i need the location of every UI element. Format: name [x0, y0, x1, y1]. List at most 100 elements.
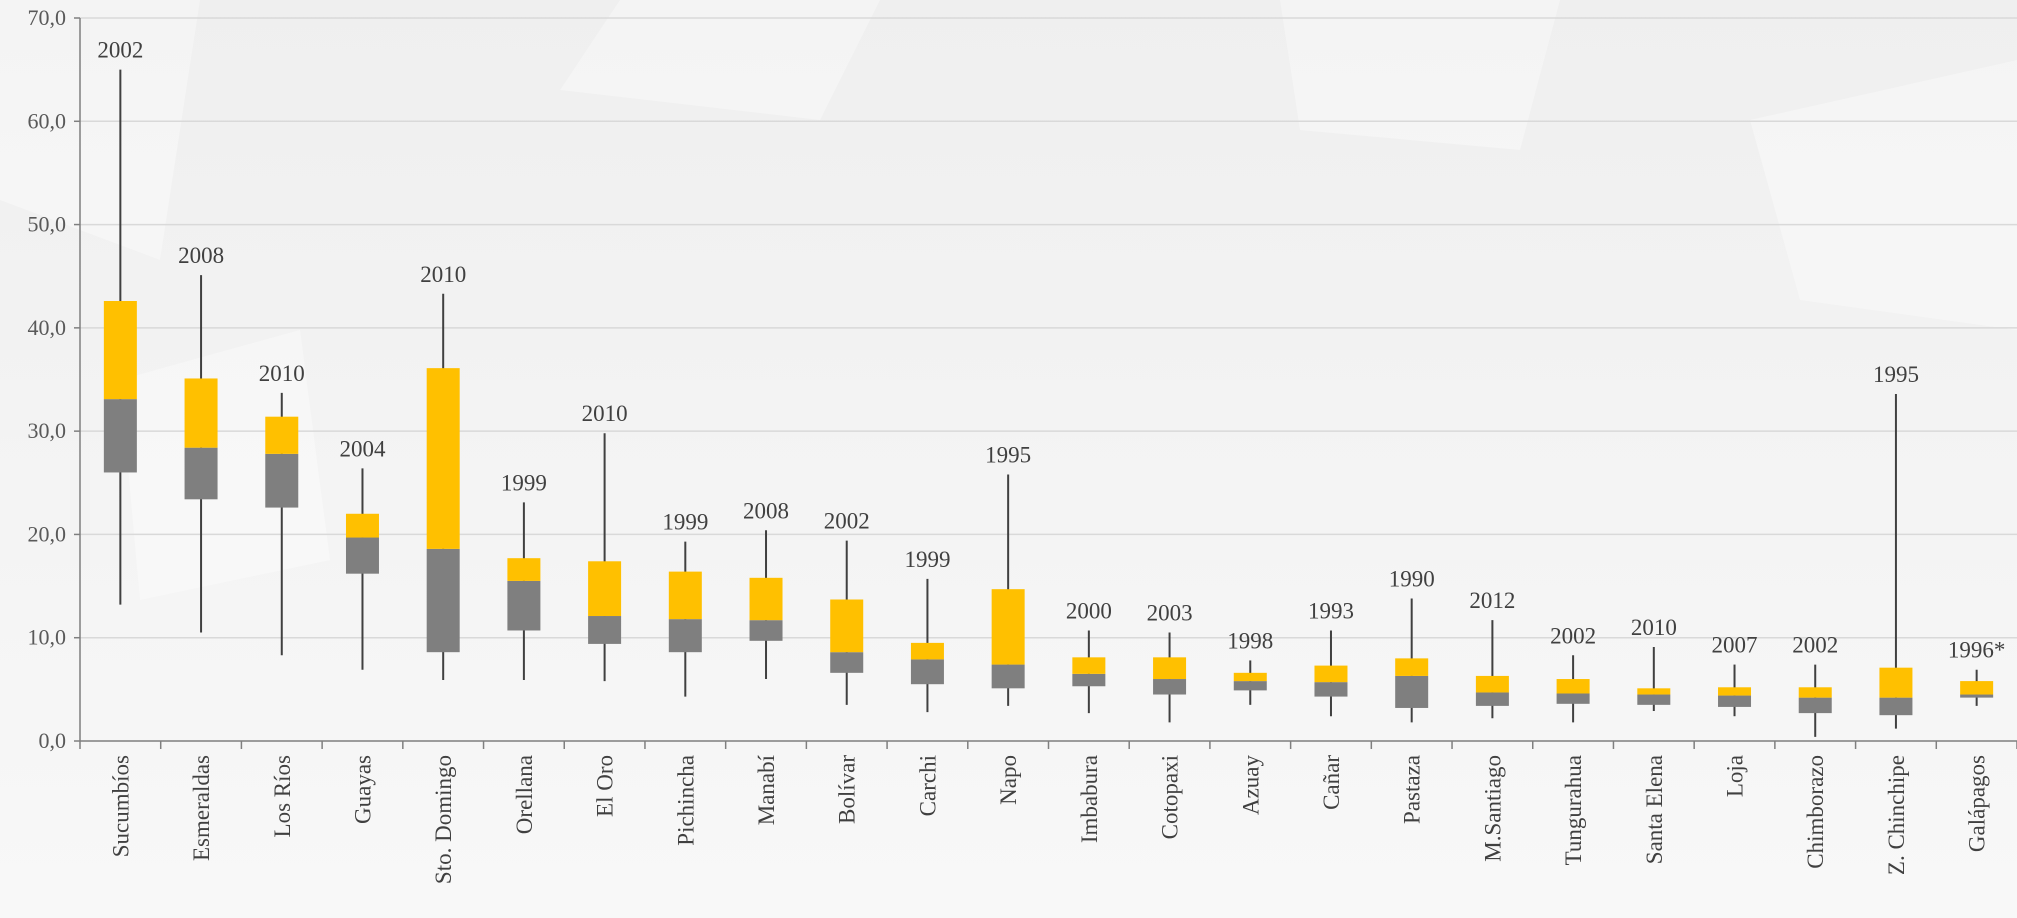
max-year-label: 2008 — [178, 243, 224, 268]
box-lower — [910, 659, 944, 685]
y-tick-label: 10,0 — [28, 625, 67, 650]
max-year-label: 2002 — [1550, 623, 1596, 648]
boxes — [103, 69, 1994, 737]
max-year-label: 1999 — [904, 547, 950, 572]
box-lower — [1879, 697, 1913, 716]
box-upper — [1153, 657, 1187, 680]
category-label: Guayas — [350, 755, 375, 824]
category-label: Sto. Domingo — [431, 755, 456, 884]
category-label: Tungurahua — [1561, 755, 1586, 865]
category-label: Napo — [996, 755, 1021, 805]
box-upper — [1798, 687, 1832, 698]
box-upper — [184, 378, 218, 448]
box-upper — [103, 301, 137, 400]
max-year-label: 2000 — [1066, 598, 1112, 623]
max-year-label: 2010 — [259, 361, 305, 386]
box-upper — [1718, 687, 1752, 696]
box-lower — [749, 620, 783, 641]
box-upper — [1879, 667, 1913, 698]
max-year-label: 2010 — [1631, 615, 1677, 640]
box-upper — [668, 571, 702, 620]
box-lower — [103, 399, 137, 473]
box-lower — [1395, 675, 1429, 708]
max-year-label: 2010 — [420, 262, 466, 287]
y-tick-label: 60,0 — [28, 108, 67, 133]
box-lower — [588, 616, 622, 644]
y-tick-label: 30,0 — [28, 418, 67, 443]
box-upper — [1960, 681, 1994, 695]
box-upper — [507, 558, 541, 581]
box-lower — [668, 619, 702, 653]
category-label: El Oro — [593, 755, 618, 817]
box-lower — [830, 652, 864, 673]
category-label: Pastaza — [1400, 755, 1425, 824]
box-lower — [1233, 681, 1267, 691]
category-label: Z. Chinchipe — [1884, 755, 1909, 875]
category-label: Cotopaxi — [1158, 755, 1183, 839]
max-year-label: 1996* — [1948, 638, 2006, 663]
max-year-label: 1995 — [985, 443, 1031, 468]
box-upper — [1475, 675, 1509, 693]
box-upper — [345, 513, 379, 538]
box-upper — [1637, 688, 1671, 695]
box-lower — [1637, 694, 1671, 705]
category-label: Bolívar — [835, 755, 860, 824]
category-label: Carchi — [915, 755, 940, 816]
box-upper — [991, 589, 1025, 665]
y-tick-label: 70,0 — [28, 5, 67, 30]
max-year-label: 2007 — [1712, 633, 1758, 658]
category-label: Galápagos — [1965, 755, 1990, 852]
box-lower — [1556, 693, 1590, 704]
gridlines — [80, 17, 2017, 639]
max-year-label: 1993 — [1308, 598, 1354, 623]
box-lower — [426, 548, 460, 653]
max-year-label: 2012 — [1469, 588, 1515, 613]
box-upper — [910, 642, 944, 660]
box-lower — [991, 664, 1025, 689]
max-year-label: 2002 — [97, 38, 143, 63]
category-label: Loja — [1723, 755, 1748, 797]
box-upper — [1395, 658, 1429, 676]
axes: 0,0 10,0 20,0 30,0 40,0 50,0 60,0 70,0 — [28, 5, 2017, 753]
y-tick-label: 0,0 — [39, 728, 67, 753]
max-year-label: 2003 — [1147, 601, 1193, 626]
box-lower — [345, 537, 379, 574]
category-label: Los Ríos — [270, 755, 295, 837]
max-year-label: 2002 — [824, 509, 870, 534]
y-tick-label: 40,0 — [28, 315, 67, 340]
max-year-label: 1999 — [662, 510, 708, 535]
y-tick-label: 20,0 — [28, 521, 67, 546]
category-label: Azuay — [1238, 755, 1263, 816]
max-year-label: 2008 — [743, 498, 789, 523]
box-upper — [1314, 665, 1348, 683]
box-lower — [1960, 694, 1994, 698]
max-year-label: 1999 — [501, 470, 547, 495]
category-label: Chimborazo — [1803, 755, 1828, 869]
box-upper — [426, 368, 460, 549]
max-year-label: 1998 — [1227, 628, 1273, 653]
box-upper — [749, 577, 783, 621]
max-year-label: 2004 — [339, 436, 386, 461]
box-lower — [1072, 673, 1106, 687]
box-upper — [265, 416, 299, 454]
max-year-label: 1995 — [1873, 362, 1919, 387]
labels: 2002 Sucumbíos 2008 Esmeraldas 2010 Los Ríos 2… — [97, 38, 2005, 884]
box-lower — [1798, 697, 1832, 714]
box-upper — [830, 599, 864, 653]
box-upper — [588, 561, 622, 617]
box-lower — [1153, 679, 1187, 695]
box-lower — [1718, 695, 1752, 707]
box-lower — [184, 447, 218, 500]
category-label: Pichincha — [673, 755, 698, 846]
box-upper — [1233, 672, 1267, 682]
category-label: Cañar — [1319, 755, 1344, 810]
box-lower — [507, 580, 541, 631]
category-label: Orellana — [512, 755, 537, 834]
box-upper — [1072, 657, 1106, 674]
background-decoration — [0, 0, 2017, 600]
category-label: Esmeraldas — [189, 755, 214, 861]
max-year-label: 1990 — [1389, 566, 1435, 591]
category-label: Manabí — [754, 754, 779, 825]
